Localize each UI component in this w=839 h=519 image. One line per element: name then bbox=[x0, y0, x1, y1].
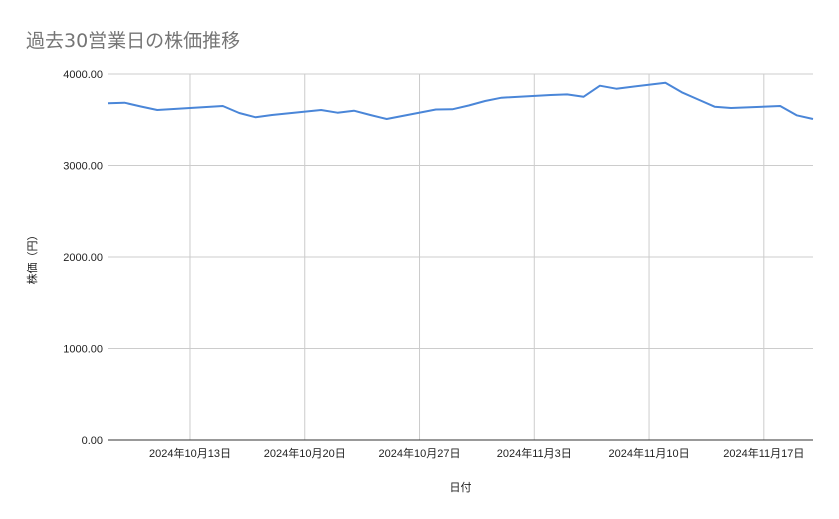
y-tick-label: 2000.00 bbox=[63, 252, 103, 264]
y-tick-label: 0.00 bbox=[82, 435, 103, 447]
x-tick-label: 2024年11月10日 bbox=[608, 446, 689, 460]
x-tick-label: 2024年10月13日 bbox=[149, 446, 231, 460]
chart-title: 過去30営業日の株価推移 bbox=[26, 30, 241, 52]
y-tick-label: 1000.00 bbox=[63, 344, 103, 356]
x-axis-label: 日付 bbox=[450, 481, 472, 494]
x-tick-label: 2024年11月3日 bbox=[497, 446, 572, 460]
x-tick-label: 2024年10月27日 bbox=[379, 446, 461, 460]
y-axis-label: 株価（円） bbox=[25, 230, 39, 285]
x-tick-label: 2024年11月17日 bbox=[723, 446, 804, 460]
x-tick-label: 2024年10月20日 bbox=[264, 446, 346, 460]
y-tick-label: 4000.00 bbox=[63, 69, 103, 81]
y-tick-label: 3000.00 bbox=[63, 161, 103, 173]
price-line bbox=[107, 81, 814, 120]
